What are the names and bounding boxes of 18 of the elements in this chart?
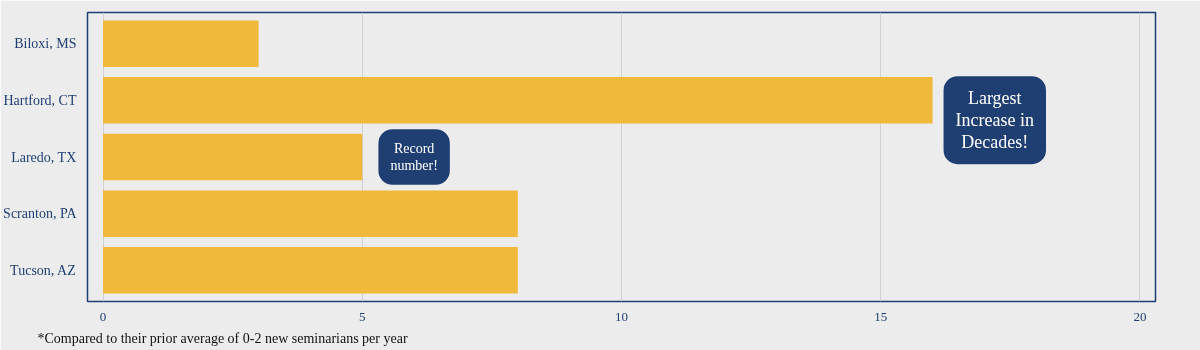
y-tick-label: Biloxi, MS <box>14 36 77 52</box>
bar <box>103 77 933 124</box>
y-tick-label: Tucson, AZ <box>10 262 76 278</box>
x-tick-label: 0 <box>99 308 107 324</box>
x-tick-label: 20 <box>1133 308 1147 324</box>
y-tick-label: Hartford, CT <box>3 92 77 108</box>
text: *Compared to their prior average of 0-2 new seminarians per year <box>37 330 408 346</box>
x-tick-label: 15 <box>874 308 888 324</box>
y-tick-label: Laredo, TX <box>11 149 77 165</box>
x-tick-label: 10 <box>615 308 628 324</box>
bar <box>103 247 518 294</box>
x-tick-label: 5 <box>359 308 366 324</box>
bar <box>103 133 363 181</box>
bar <box>103 190 518 237</box>
annotation: Largest Increase in Decades! <box>955 88 1035 153</box>
bar <box>103 20 259 67</box>
annotation: Record number! <box>390 141 438 173</box>
y-tick-label: Scranton, PA <box>3 206 78 222</box>
